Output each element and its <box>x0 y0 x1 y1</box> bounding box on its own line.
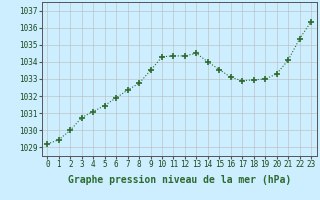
X-axis label: Graphe pression niveau de la mer (hPa): Graphe pression niveau de la mer (hPa) <box>68 175 291 185</box>
